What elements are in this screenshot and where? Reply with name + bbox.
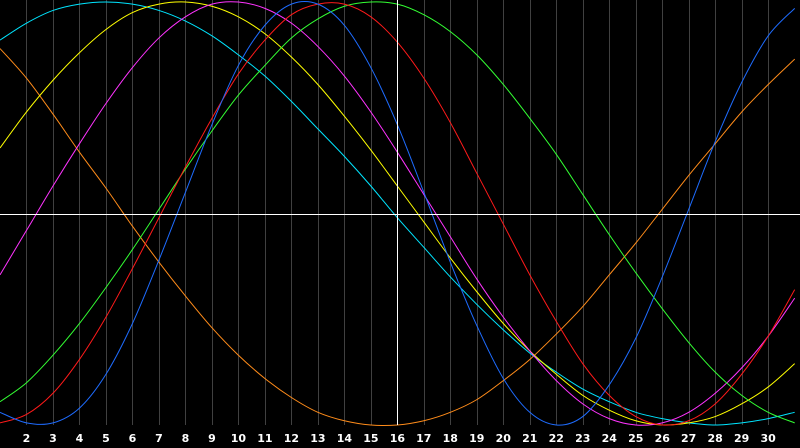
x-tick-label-19: 19 xyxy=(469,432,484,445)
x-tick-label-21: 21 xyxy=(522,432,537,445)
x-tick-label-27: 27 xyxy=(681,432,696,445)
x-tick-label-22: 22 xyxy=(549,432,564,445)
x-tick-label-4: 4 xyxy=(76,432,84,445)
x-tick-label-7: 7 xyxy=(155,432,163,445)
series-line-7 xyxy=(0,0,796,426)
x-tick-label-20: 20 xyxy=(496,432,512,445)
crosshair xyxy=(0,0,800,425)
x-tick-label-2: 2 xyxy=(23,432,31,445)
x-tick-label-12: 12 xyxy=(284,432,299,445)
x-tick-label-10: 10 xyxy=(231,432,247,445)
x-tick-label-11: 11 xyxy=(257,432,272,445)
x-tick-label-8: 8 xyxy=(182,432,190,445)
x-tick-label-5: 5 xyxy=(102,432,110,445)
x-tick-label-15: 15 xyxy=(363,432,378,445)
x-tick-label-26: 26 xyxy=(655,432,671,445)
x-tick-label-18: 18 xyxy=(443,432,458,445)
x-tick-label-28: 28 xyxy=(708,432,723,445)
x-tick-label-16: 16 xyxy=(390,432,406,445)
x-tick-label-25: 25 xyxy=(628,432,643,445)
x-tick-label-3: 3 xyxy=(49,432,57,445)
x-tick-label-29: 29 xyxy=(734,432,749,445)
x-axis-tick-labels: 2 3 4 5 6 7 8 9 10 11 12 13 14 15 16 17 18 19 20 21 22 23 24 25… xyxy=(23,432,777,445)
x-tick-label-17: 17 xyxy=(416,432,431,445)
x-tick-label-13: 13 xyxy=(310,432,325,445)
x-tick-label-23: 23 xyxy=(575,432,590,445)
x-tick-label-30: 30 xyxy=(761,432,777,445)
grid-lines xyxy=(26,0,769,425)
x-tick-label-14: 14 xyxy=(337,432,353,445)
x-tick-label-6: 6 xyxy=(129,432,137,445)
x-tick-label-24: 24 xyxy=(602,432,618,445)
x-tick-label-9: 9 xyxy=(208,432,216,445)
